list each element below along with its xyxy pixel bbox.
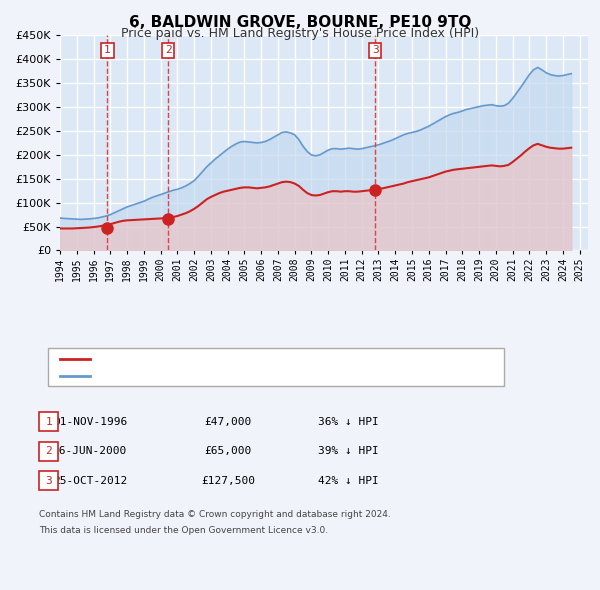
Text: £65,000: £65,000 <box>205 447 251 456</box>
Text: 36% ↓ HPI: 36% ↓ HPI <box>317 417 379 427</box>
Text: £127,500: £127,500 <box>201 476 255 486</box>
Text: 6, BALDWIN GROVE, BOURNE, PE10 9TQ (detached house): 6, BALDWIN GROVE, BOURNE, PE10 9TQ (deta… <box>93 354 412 364</box>
Text: HPI: Average price, detached house, South Kesteven: HPI: Average price, detached house, Sout… <box>93 371 406 381</box>
Text: Price paid vs. HM Land Registry's House Price Index (HPI): Price paid vs. HM Land Registry's House … <box>121 27 479 40</box>
Text: Contains HM Land Registry data © Crown copyright and database right 2024.: Contains HM Land Registry data © Crown c… <box>39 510 391 519</box>
Text: £47,000: £47,000 <box>205 417 251 427</box>
Text: 25-OCT-2012: 25-OCT-2012 <box>53 476 127 486</box>
Text: 2: 2 <box>165 45 172 55</box>
Text: This data is licensed under the Open Government Licence v3.0.: This data is licensed under the Open Gov… <box>39 526 328 535</box>
Text: 2: 2 <box>45 447 52 456</box>
Text: 1: 1 <box>104 45 111 55</box>
Text: 3: 3 <box>45 476 52 486</box>
Text: 3: 3 <box>372 45 379 55</box>
Text: 42% ↓ HPI: 42% ↓ HPI <box>317 476 379 486</box>
Text: 1: 1 <box>45 417 52 427</box>
Text: 6, BALDWIN GROVE, BOURNE, PE10 9TQ: 6, BALDWIN GROVE, BOURNE, PE10 9TQ <box>129 15 471 30</box>
Text: 39% ↓ HPI: 39% ↓ HPI <box>317 447 379 456</box>
Text: 16-JUN-2000: 16-JUN-2000 <box>53 447 127 456</box>
Text: 01-NOV-1996: 01-NOV-1996 <box>53 417 127 427</box>
